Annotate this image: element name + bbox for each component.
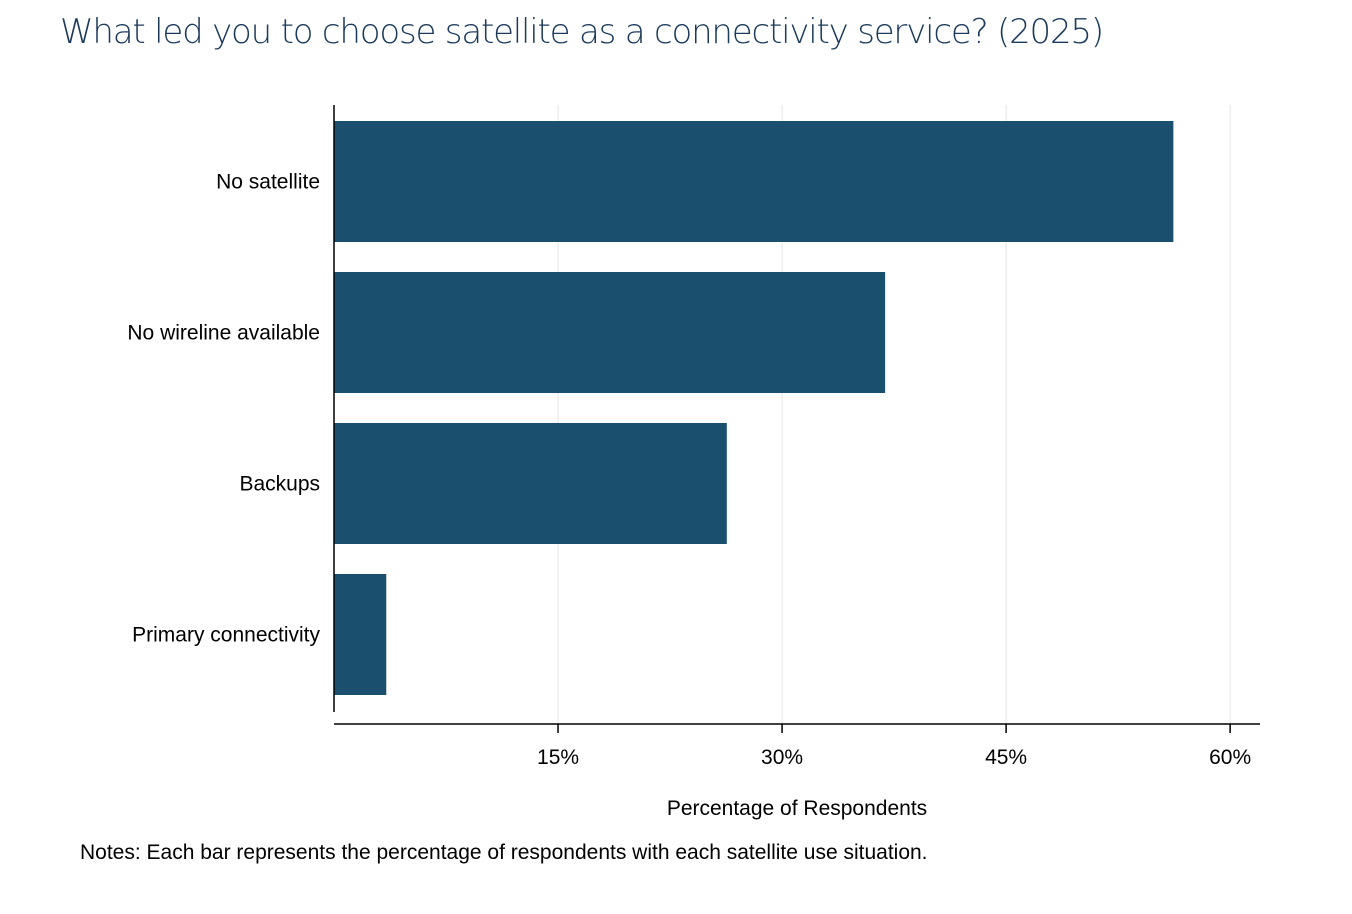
x-tick-label: 60% [1209, 746, 1251, 769]
x-axis-label: Percentage of Respondents [667, 797, 927, 820]
bars [334, 121, 1174, 695]
category-label: No satellite [216, 171, 320, 194]
chart-title: What led you to choose satellite as a co… [60, 12, 1104, 52]
bar [334, 423, 727, 544]
axes [333, 105, 1260, 733]
category-label: No wireline available [127, 322, 320, 345]
category-labels: No satellite No wireline available Backups… [127, 171, 320, 647]
bar [334, 574, 387, 695]
tick-labels: 15% 30% 45% 60% [537, 746, 1251, 769]
bar [334, 272, 886, 393]
chart-notes: Notes: Each bar represents the percentag… [80, 841, 928, 864]
x-tick-label: 45% [985, 746, 1027, 769]
category-label: Backups [239, 473, 320, 496]
category-label: Primary connectivity [132, 624, 320, 647]
bar [334, 121, 1174, 242]
x-tick-label: 15% [537, 746, 579, 769]
x-tick-label: 30% [761, 746, 803, 769]
